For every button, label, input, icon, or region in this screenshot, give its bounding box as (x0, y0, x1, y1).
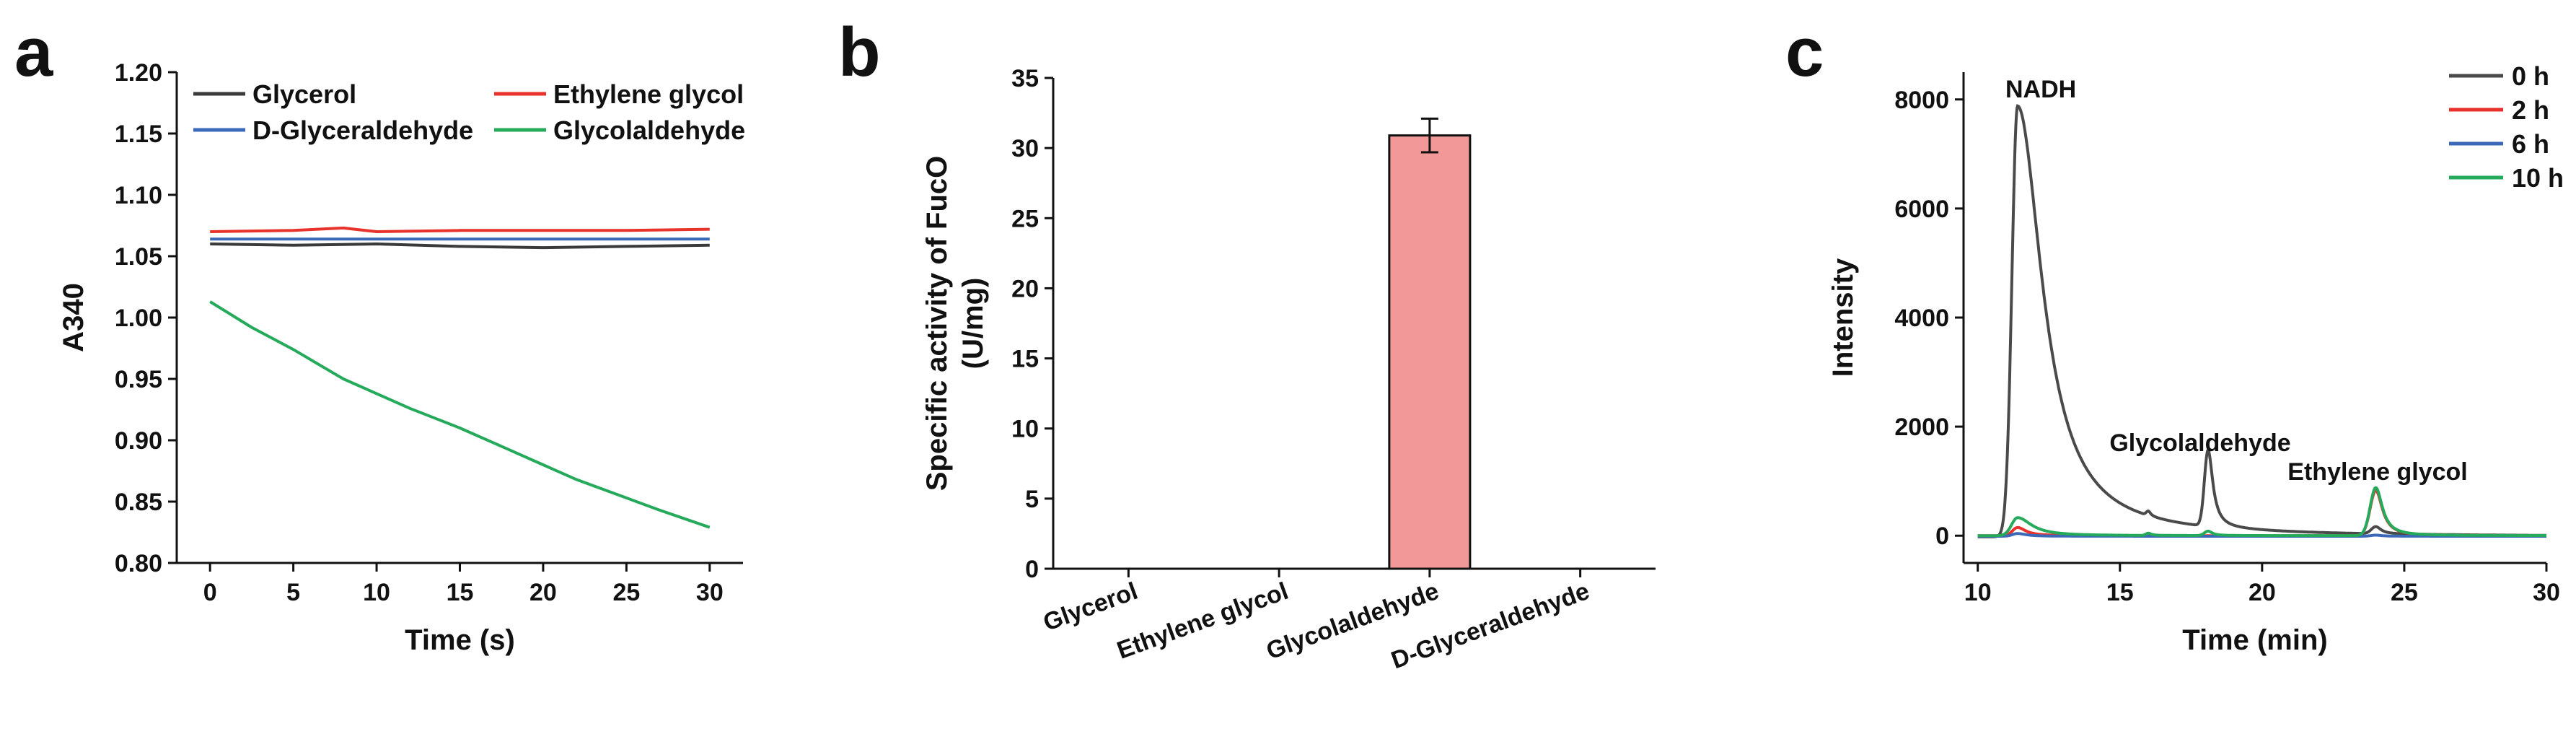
c-y-tick-label: 8000 (1894, 87, 1949, 114)
panel-letter-a: a (14, 14, 53, 91)
c-legend-label-4: 10 h (2512, 163, 2564, 193)
c-x-tick-label: 15 (2106, 579, 2134, 606)
panel-a: a 0.80 0.85 0.90 0.95 1.00 1.05 1.10 1.15 1.20 0 5… (14, 14, 745, 656)
panel-c: c 0 2000 4000 6000 8000 10 15 20 25 30 Time (min) I… (1785, 14, 2564, 656)
a-y-tick-label: 0.95 (115, 366, 162, 393)
a-x-tick-label: 25 (612, 579, 640, 606)
c-annotation-3: Ethylene glycol (2287, 458, 2467, 486)
b-y-tick-label: 30 (1011, 135, 1039, 162)
c-x-tick-label: 30 (2533, 579, 2560, 606)
c-y-tick-label: 0 (1935, 523, 1949, 550)
c-series-line-4 (1977, 486, 2547, 538)
c-x-tick-label: 10 (1964, 579, 1992, 606)
a-x-tick-label: 10 (363, 579, 390, 606)
b-y-tick-label: 0 (1025, 556, 1039, 583)
c-y-axis-label: Intensity (1827, 258, 1859, 377)
a-x-tick-label: 5 (286, 579, 300, 606)
c-annotation-1: NADH (2005, 76, 2076, 103)
b-y-axis-label-line1: Specific activity of FucO (921, 156, 953, 491)
a-y-tick-label: 1.05 (115, 243, 162, 271)
b-y-tick-label: 15 (1011, 346, 1039, 373)
b-y-tick-label: 20 (1011, 275, 1039, 302)
a-x-tick-label: 15 (447, 579, 474, 606)
a-x-axis-label: Time (s) (405, 624, 515, 656)
a-legend-label-3: D-Glyceraldehyde (252, 115, 473, 145)
b-y-tick-label: 35 (1011, 65, 1039, 92)
b-y-tick-label: 10 (1011, 416, 1039, 443)
b-bar-3 (1388, 134, 1472, 570)
a-series-line-1 (210, 242, 710, 250)
c-x-axis-label: Time (min) (2182, 624, 2328, 656)
c-annotation-2: Glycolaldehyde (2109, 429, 2290, 457)
c-y-tick-label: 6000 (1894, 196, 1949, 223)
a-y-tick-label: 0.80 (115, 550, 162, 577)
a-y-tick-label: 1.20 (115, 59, 162, 87)
b-x-tick-label: Ethylene glycol (1113, 577, 1291, 665)
b-y-axis-label-line2: (U/mg) (957, 278, 989, 370)
panel-letter-c: c (1785, 14, 1824, 91)
a-y-tick-label: 1.00 (115, 305, 162, 332)
c-legend-label-3: 6 h (2512, 129, 2549, 159)
c-legend-label-2: 2 h (2512, 95, 2549, 125)
a-legend-label-2: Ethylene glycol (553, 79, 744, 109)
a-y-tick-label: 1.15 (115, 121, 162, 148)
a-series-line-4 (209, 300, 711, 529)
b-x-tick-label: Glycerol (1039, 577, 1141, 637)
a-x-tick-label: 30 (696, 579, 724, 606)
c-x-tick-label: 20 (2248, 579, 2276, 606)
a-y-tick-label: 0.90 (115, 427, 162, 455)
panel-letter-b: b (838, 14, 881, 91)
b-y-tick-label: 5 (1025, 486, 1039, 513)
a-x-tick-label: 20 (529, 579, 557, 606)
a-series-line-2 (210, 226, 710, 234)
a-y-tick-label: 1.10 (115, 182, 162, 209)
c-legend-label-1: 0 h (2512, 61, 2549, 91)
a-legend-label-4: Glycolaldehyde (553, 115, 745, 145)
a-legend-label-1: Glycerol (252, 79, 356, 109)
a-y-axis-label: A340 (58, 283, 89, 352)
a-x-tick-label: 0 (203, 579, 217, 606)
c-y-tick-label: 2000 (1894, 414, 1949, 441)
b-y-tick-label: 25 (1011, 205, 1039, 232)
c-x-tick-label: 25 (2391, 579, 2418, 606)
c-y-tick-label: 4000 (1894, 305, 1949, 332)
a-y-tick-label: 0.85 (115, 489, 162, 516)
